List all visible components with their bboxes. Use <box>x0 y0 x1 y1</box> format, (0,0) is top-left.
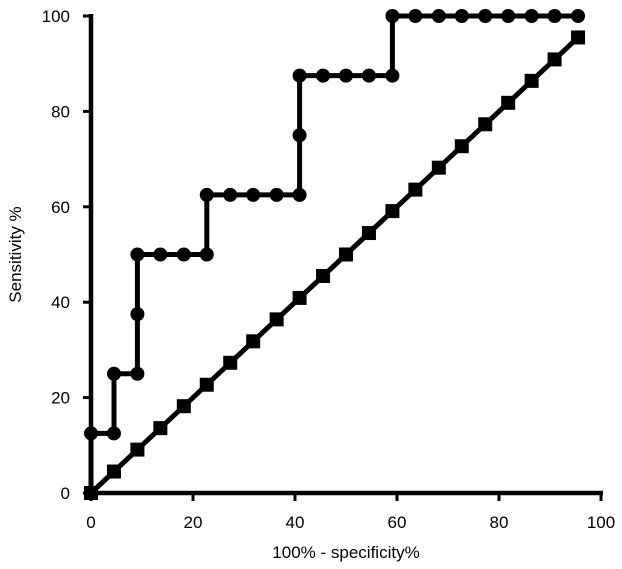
x-tick-label: 40 <box>286 513 305 532</box>
data-point <box>571 30 586 45</box>
y-tick-label: 60 <box>51 198 70 217</box>
data-point <box>292 187 307 202</box>
data-point <box>269 312 284 327</box>
data-point <box>478 9 493 23</box>
data-point <box>454 139 469 154</box>
data-point <box>292 290 307 305</box>
y-tick-label: 0 <box>61 484 70 503</box>
data-point <box>153 247 168 262</box>
data-point <box>454 9 469 23</box>
series-2 <box>84 30 586 500</box>
data-point <box>199 377 214 392</box>
data-point <box>361 226 376 241</box>
axes <box>88 14 603 496</box>
data-point <box>408 182 423 197</box>
x-axis-title: 100% - specificity% <box>272 543 419 562</box>
data-point <box>84 426 98 441</box>
data-point <box>547 52 562 67</box>
x-tick-label: 80 <box>490 513 509 532</box>
x-axis-ticks: 0 20 40 60 80 100 <box>86 493 615 532</box>
data-point <box>431 9 446 23</box>
data-point <box>130 307 145 322</box>
y-tick-label: 80 <box>51 102 70 121</box>
data-point <box>339 247 353 262</box>
data-point <box>524 9 539 23</box>
data-point <box>292 128 307 143</box>
series-layer <box>84 9 586 500</box>
data-point <box>84 486 98 500</box>
data-point <box>106 464 121 479</box>
data-point <box>176 247 191 262</box>
data-point <box>130 366 145 381</box>
data-point <box>292 68 307 83</box>
data-point <box>316 68 331 83</box>
series-1 <box>84 9 586 500</box>
data-point <box>431 160 446 175</box>
x-tick-label: 100 <box>587 513 615 532</box>
data-point <box>385 204 400 219</box>
data-point <box>385 68 400 83</box>
data-point <box>408 9 423 23</box>
data-point <box>223 355 238 370</box>
data-point <box>361 68 376 83</box>
y-axis-title: Sensitivity % <box>6 206 25 302</box>
x-tick-label: 0 <box>86 513 95 532</box>
data-point <box>339 68 353 83</box>
y-tick-label: 100 <box>42 7 70 26</box>
data-point <box>246 334 261 349</box>
data-point <box>524 73 539 88</box>
data-point <box>269 187 284 202</box>
data-point <box>130 247 145 262</box>
data-point <box>571 9 586 23</box>
y-tick-label: 20 <box>51 389 70 408</box>
x-tick-label: 20 <box>184 513 203 532</box>
data-point <box>385 9 400 23</box>
x-tick-label: 60 <box>388 513 407 532</box>
data-point <box>176 399 191 414</box>
data-point <box>478 117 493 132</box>
series-2-line <box>89 35 580 495</box>
data-point <box>199 247 214 262</box>
data-point <box>501 9 516 23</box>
data-point <box>316 268 331 283</box>
y-tick-label: 40 <box>51 293 70 312</box>
data-point <box>547 9 562 23</box>
y-axis-ticks: 0 20 40 60 80 100 <box>42 7 91 503</box>
data-point <box>223 187 238 202</box>
data-point <box>246 187 261 202</box>
data-point <box>153 421 168 436</box>
data-point <box>130 442 145 457</box>
data-point <box>501 95 516 110</box>
data-point <box>106 366 121 381</box>
data-point <box>199 187 214 202</box>
data-point <box>106 426 121 441</box>
